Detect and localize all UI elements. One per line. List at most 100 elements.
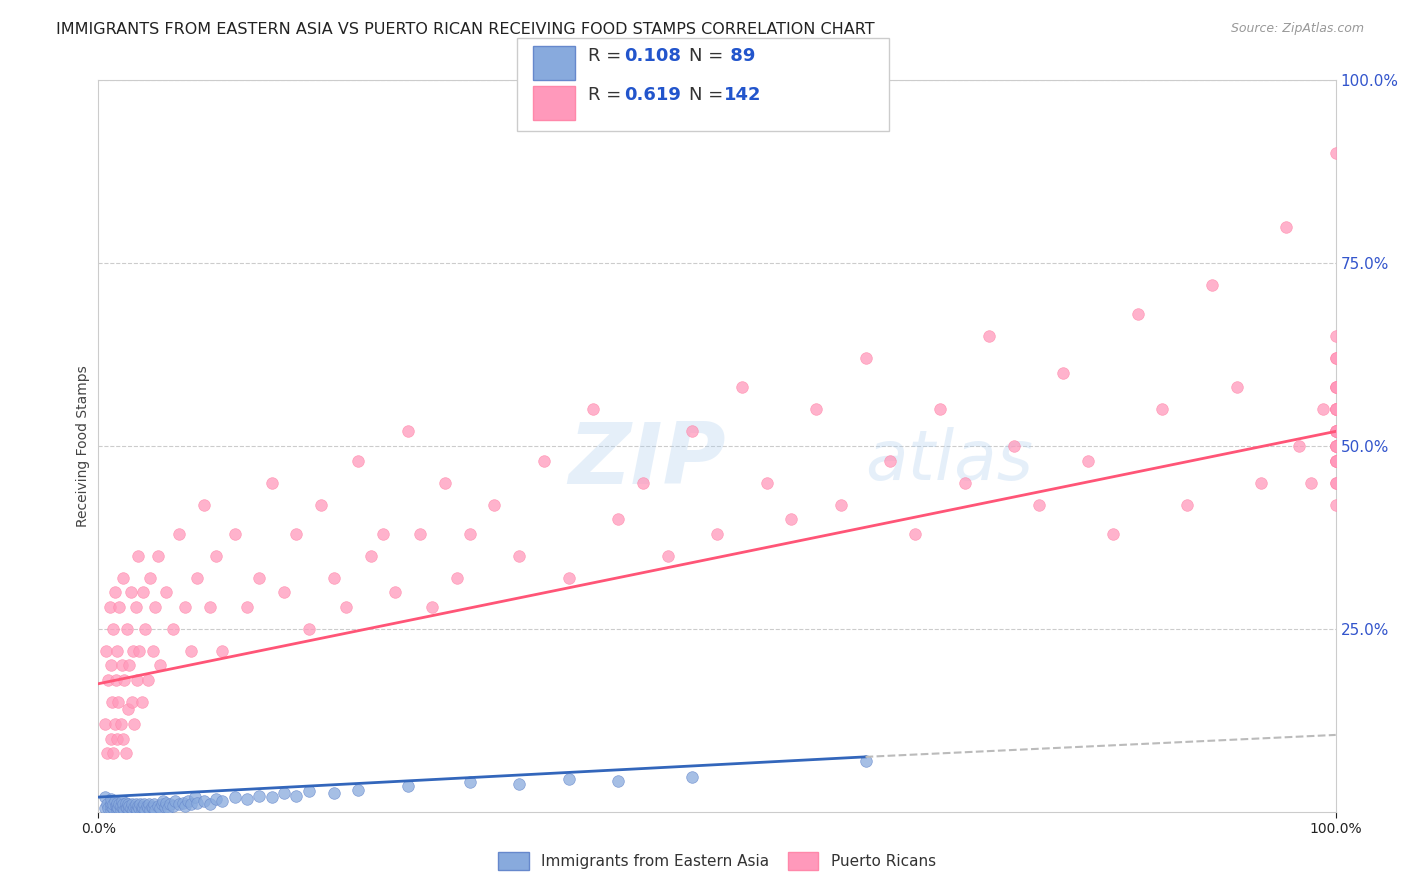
Point xyxy=(103,622,125,636)
Point xyxy=(1324,380,1347,394)
Point xyxy=(103,717,125,731)
Point xyxy=(224,526,246,541)
Point xyxy=(120,585,142,599)
Point xyxy=(422,599,444,614)
Point xyxy=(855,754,877,768)
Point xyxy=(1152,402,1174,417)
Point xyxy=(557,772,579,786)
Point xyxy=(273,787,295,801)
Point xyxy=(120,801,142,815)
Point xyxy=(105,644,128,658)
Point xyxy=(322,571,344,585)
Point xyxy=(198,599,221,614)
Point xyxy=(100,798,122,813)
Point xyxy=(335,599,357,614)
Text: 0.108: 0.108 xyxy=(624,47,682,65)
Point xyxy=(607,512,630,526)
Point xyxy=(142,644,165,658)
Point xyxy=(97,801,120,815)
Point xyxy=(681,770,703,784)
Point xyxy=(184,790,207,805)
Point xyxy=(1324,402,1347,417)
Point xyxy=(112,673,135,687)
Point xyxy=(371,526,394,541)
Point xyxy=(128,644,150,658)
Point xyxy=(96,746,118,760)
Point xyxy=(1324,351,1347,366)
Point xyxy=(101,695,124,709)
Point xyxy=(1250,475,1272,490)
Point xyxy=(174,798,197,813)
Point xyxy=(134,797,156,812)
Point xyxy=(1077,453,1099,467)
Point xyxy=(162,622,184,636)
Point xyxy=(118,658,141,673)
Point xyxy=(804,402,827,417)
Point xyxy=(508,549,530,563)
Point xyxy=(1175,498,1198,512)
Point xyxy=(1324,439,1347,453)
Point xyxy=(1324,439,1347,453)
Point xyxy=(1324,402,1347,417)
Point xyxy=(121,695,143,709)
Point xyxy=(124,797,146,812)
Point xyxy=(433,475,456,490)
Point xyxy=(247,789,270,803)
Point xyxy=(1324,425,1347,439)
Point xyxy=(172,796,194,810)
Point xyxy=(1288,439,1310,453)
Point xyxy=(124,801,146,815)
Point xyxy=(118,803,141,817)
Point xyxy=(1324,425,1347,439)
Point xyxy=(1324,329,1347,343)
Point xyxy=(127,798,149,813)
Point xyxy=(904,526,927,541)
Point xyxy=(1324,351,1347,366)
Point xyxy=(1052,366,1074,380)
Point xyxy=(409,526,432,541)
Point xyxy=(129,797,152,812)
Point xyxy=(103,797,125,812)
Point xyxy=(953,475,976,490)
Point xyxy=(1324,439,1347,453)
Point xyxy=(211,644,233,658)
Point xyxy=(131,799,153,814)
Point xyxy=(205,549,228,563)
Point xyxy=(309,498,332,512)
Point xyxy=(131,803,153,817)
Point xyxy=(162,798,184,813)
Point xyxy=(121,797,143,812)
Point xyxy=(131,695,153,709)
Point xyxy=(125,673,148,687)
Point xyxy=(152,794,174,808)
Point xyxy=(143,599,166,614)
Point xyxy=(1324,402,1347,417)
Point xyxy=(100,796,122,810)
Text: N =: N = xyxy=(689,87,728,104)
Point xyxy=(273,585,295,599)
Point xyxy=(128,801,150,815)
Point xyxy=(458,526,481,541)
Point xyxy=(104,673,127,687)
Point xyxy=(484,498,506,512)
Point xyxy=(155,796,177,810)
Point xyxy=(112,731,135,746)
Point xyxy=(360,549,382,563)
Point xyxy=(1324,380,1347,394)
Point xyxy=(731,380,754,394)
Point xyxy=(174,599,197,614)
Point xyxy=(105,803,128,817)
Point xyxy=(104,798,127,813)
Point xyxy=(103,794,125,808)
Point xyxy=(98,599,121,614)
Point xyxy=(446,571,468,585)
Point xyxy=(159,797,181,812)
Point xyxy=(150,797,173,812)
Point xyxy=(103,746,125,760)
Point xyxy=(117,797,139,812)
Point xyxy=(149,658,172,673)
Text: 142: 142 xyxy=(724,87,762,104)
Point xyxy=(1324,380,1347,394)
Point xyxy=(384,585,406,599)
Point xyxy=(136,673,159,687)
